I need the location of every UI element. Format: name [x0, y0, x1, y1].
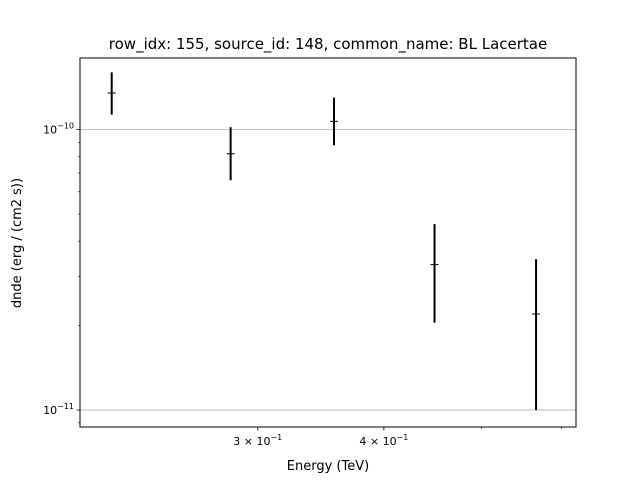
- x-tick-label-1: 4 × 10−1: [359, 433, 408, 448]
- y-tick-label-1: 10−11: [43, 402, 74, 417]
- y-tick-label-0: 10−10: [43, 122, 74, 137]
- data-point-1: [226, 127, 235, 181]
- data-point-0: [107, 72, 116, 115]
- plot-frame: [79, 57, 577, 428]
- data-point-4: [532, 259, 541, 411]
- x-tick-label-0: 3 × 10−1: [233, 433, 282, 448]
- y-axis-ticks: 10−10 10−11: [43, 122, 80, 424]
- data-point-2: [330, 97, 339, 146]
- chart-title: row_idx: 155, source_id: 148, common_nam…: [109, 35, 547, 54]
- grid-lines: [80, 129, 576, 411]
- x-axis-label: Energy (TeV): [287, 459, 369, 474]
- y-axis-label: dnde (erg / (cm2 s)): [10, 178, 25, 308]
- x-axis-ticks: 3 × 10−1 4 × 10−1: [233, 427, 562, 448]
- data-point-3: [430, 224, 439, 323]
- data-series: [107, 72, 541, 411]
